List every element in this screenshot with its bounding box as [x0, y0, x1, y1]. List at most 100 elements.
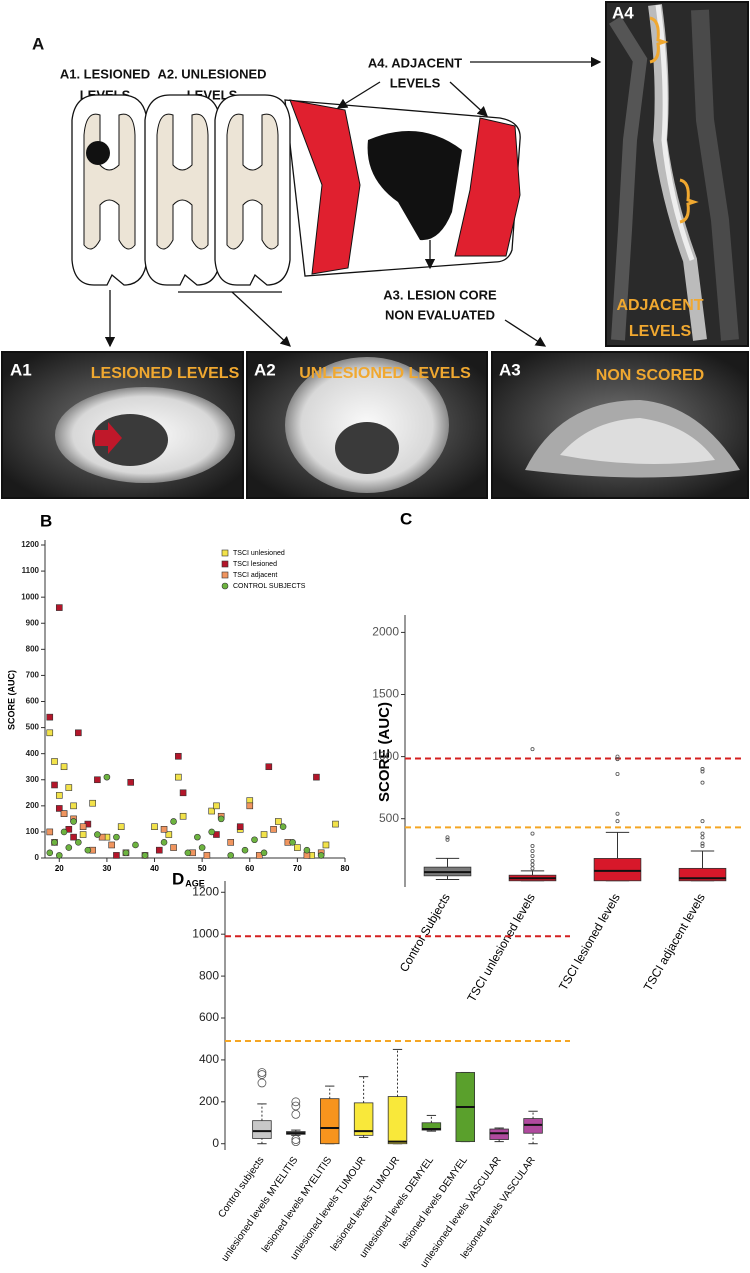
x-tick-label: TSCI unlesioned levels	[464, 891, 537, 1004]
point	[55, 604, 63, 611]
point	[194, 833, 201, 841]
label: NON SCORED	[596, 367, 704, 384]
outlier	[700, 844, 705, 849]
point	[236, 823, 244, 831]
x-tick-label: lesioned levels TUMOUR	[329, 1155, 402, 1253]
y-tick-label: 400	[26, 749, 40, 758]
y-tick-label: 2000	[372, 625, 399, 639]
legend-swatch	[221, 582, 229, 590]
point	[51, 758, 58, 765]
point	[75, 839, 82, 846]
y-tick-label: 1100	[22, 566, 40, 575]
outlier	[700, 769, 705, 774]
point	[184, 849, 192, 857]
point	[246, 802, 254, 810]
point	[217, 815, 225, 823]
point	[60, 828, 68, 836]
outlier	[291, 1109, 301, 1119]
x-tick-label: 70	[293, 864, 302, 873]
mri-a3: A3 NON SCORED	[491, 351, 749, 499]
y-tick-label: 1000	[372, 749, 399, 763]
outlier	[445, 835, 450, 840]
point	[175, 752, 182, 760]
y-tick-label: 500	[379, 811, 399, 825]
point	[241, 846, 249, 854]
box	[421, 1122, 442, 1131]
point	[79, 823, 87, 831]
point	[141, 852, 149, 859]
outlier	[257, 1070, 267, 1079]
outlier	[530, 862, 535, 867]
y-tick-label: 100	[26, 827, 40, 836]
y-axis-label: SCORE (AUC)	[376, 702, 393, 802]
mri-a4: A4 ADJACENT LEVELS	[605, 1, 749, 347]
point	[175, 773, 182, 781]
outlier	[700, 780, 705, 785]
label: NON EVALUATED	[385, 307, 495, 322]
outlier	[700, 831, 705, 836]
outlier	[530, 844, 535, 849]
y-axis-label: SCORE (AUC)	[6, 670, 16, 730]
point	[94, 831, 101, 838]
outlier	[291, 1137, 301, 1147]
y-tick-label: 300	[26, 775, 40, 784]
outlier	[615, 771, 620, 776]
outlier	[615, 757, 620, 762]
outlier	[530, 858, 535, 863]
panel-label: A4	[612, 3, 634, 22]
panel-label: A1	[10, 360, 32, 379]
x-tick-label: TSCI lesioned levels	[556, 891, 623, 993]
point	[103, 773, 111, 781]
point	[55, 792, 63, 799]
point	[208, 828, 215, 836]
outlier	[291, 1101, 301, 1111]
x-tick-label: 60	[245, 864, 254, 873]
legend-swatch	[221, 560, 229, 568]
point	[51, 839, 58, 846]
outlier	[700, 819, 705, 824]
y-tick-label: 0	[35, 853, 40, 862]
outlier	[615, 811, 620, 816]
x-tick-label: lesioned levels DEMYEL	[398, 1155, 470, 1251]
point	[270, 826, 277, 833]
outlier	[257, 1068, 267, 1077]
label: LEVELS	[390, 75, 441, 90]
point	[198, 844, 206, 851]
outlier	[530, 747, 535, 752]
y-tick-label: 900	[26, 618, 40, 627]
point	[317, 852, 325, 859]
y-tick-label: 1000	[192, 926, 219, 940]
point	[303, 846, 311, 854]
outlier	[291, 1135, 301, 1144]
label: ADJACENT	[616, 297, 703, 314]
point	[160, 826, 168, 833]
y-tick-label: 200	[199, 1094, 219, 1108]
label: LEVELS	[629, 323, 692, 340]
point	[65, 784, 73, 791]
outlier	[530, 831, 535, 836]
mri-a2: A2 UNLESIONED LEVELS	[246, 351, 488, 499]
x-tick-label: 30	[102, 864, 111, 873]
point	[165, 831, 173, 838]
chart: C SCORE (AUC) 500 1000 1500 2000 Control Subje…	[372, 509, 745, 1004]
y-tick-label: 200	[26, 801, 40, 810]
panel-label: D	[172, 869, 184, 888]
point	[60, 763, 68, 771]
outlier	[291, 1097, 301, 1107]
point	[179, 812, 187, 820]
point	[94, 776, 101, 784]
y-tick-label: 600	[26, 697, 40, 706]
x-tick-label: 80	[341, 864, 350, 873]
point	[46, 713, 54, 721]
point	[289, 839, 296, 846]
label: UNLESIONED LEVELS	[299, 365, 471, 382]
y-tick-label: 1200	[21, 540, 39, 549]
legend-label: TSCI lesioned	[233, 561, 277, 568]
point	[65, 844, 73, 851]
outlier	[615, 819, 620, 824]
point	[160, 839, 168, 846]
point	[70, 818, 77, 825]
outlier	[700, 835, 705, 840]
point	[322, 841, 330, 849]
